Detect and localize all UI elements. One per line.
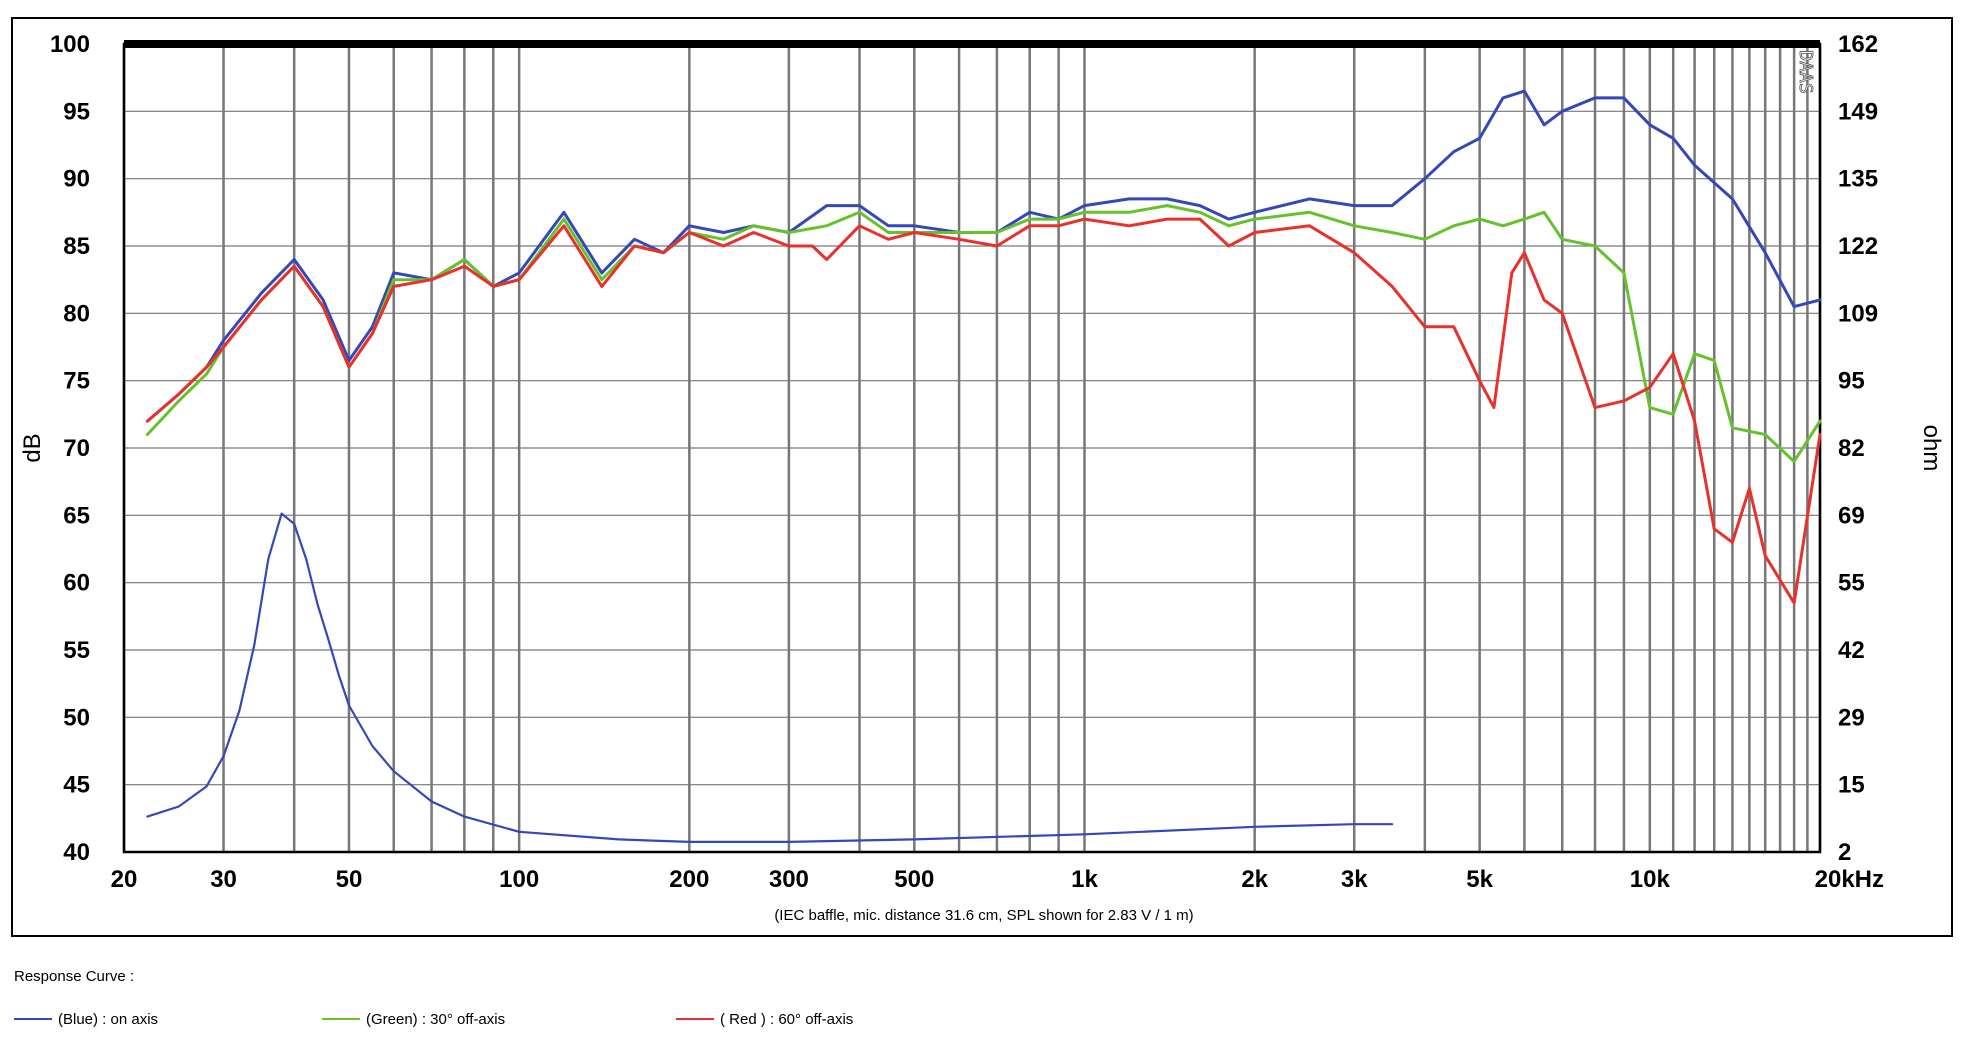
x-tick-label: 30 [210, 866, 237, 893]
y2-tick-labels: 2 15 29 42 55 69 82 95 109 122 135 149 162 [1838, 31, 1878, 866]
y-tick-label: 90 [63, 166, 90, 193]
series-30deg-line [145, 204, 1822, 463]
y2-tick-label: 162 [1838, 31, 1878, 58]
y2-tick-label: 122 [1838, 233, 1878, 260]
x-tick-label: 1k [1071, 866, 1098, 893]
y-tick-label: 55 [63, 637, 90, 664]
legend-label: ( Red ) : 60° off-axis [720, 1011, 853, 1028]
x-tick-label: 20kHz [1815, 866, 1884, 893]
y2-tick-label: 29 [1838, 704, 1865, 731]
y2-axis-label: ohm [1918, 425, 1945, 472]
y-tick-label: 95 [63, 98, 90, 125]
y2-tick-label: 69 [1838, 502, 1865, 529]
y-tick-label: 100 [50, 31, 90, 58]
y2-tick-label: 42 [1838, 637, 1865, 664]
series-layer [145, 89, 1822, 844]
legend: (Blue) : on axis (Green) : 30° off-axis ( … [14, 1011, 853, 1028]
y2-tick-label: 2 [1838, 839, 1851, 866]
measurement-note: (IEC baffle, mic. distance 31.6 cm, SPL … [774, 907, 1193, 924]
y2-tick-label: 135 [1838, 166, 1878, 193]
y-tick-label: 75 [63, 368, 90, 395]
y-tick-label: 80 [63, 300, 90, 327]
x-tick-label: 10k [1630, 866, 1671, 893]
legend-label: (Blue) : on axis [58, 1011, 158, 1028]
y-tick-label: 40 [63, 839, 90, 866]
x-tick-label: 500 [894, 866, 934, 893]
outer-frame [11, 17, 1953, 937]
series-60deg-line [145, 217, 1822, 605]
impedance-line [146, 512, 1394, 844]
legend-label: (Green) : 30° off-axis [366, 1011, 505, 1028]
x-tick-label: 50 [336, 866, 363, 893]
x-tick-label: 300 [769, 866, 809, 893]
x-tick-labels: 20 30 50 100 200 300 500 1k 2k 3k 5k 10k 20kHz [111, 866, 1884, 893]
legend-title: Response Curve : [14, 968, 134, 985]
y-axis-label: dB [19, 433, 46, 462]
y-tick-label: 85 [63, 233, 90, 260]
x-tick-label: 3k [1341, 866, 1368, 893]
watermark-logo: DAAS [1795, 50, 1816, 93]
x-tick-label: 2k [1241, 866, 1268, 893]
y-tick-label: 45 [63, 772, 90, 799]
y2-tick-label: 82 [1838, 435, 1865, 462]
x-tick-label: 20 [111, 866, 138, 893]
y-tick-label: 60 [63, 570, 90, 597]
x-tick-label: 5k [1466, 866, 1493, 893]
x-tick-label: 200 [669, 866, 709, 893]
x-tick-label: 100 [499, 866, 539, 893]
plot-border [122, 42, 1822, 854]
y2-tick-label: 109 [1838, 300, 1878, 327]
y-tick-label: 65 [63, 502, 90, 529]
y2-tick-label: 95 [1838, 368, 1865, 395]
y-tick-label: 50 [63, 704, 90, 731]
y-tick-labels: 40 45 50 55 60 65 70 75 80 85 90 95 100 [50, 31, 90, 866]
y-tick-label: 70 [63, 435, 90, 462]
y2-tick-label: 149 [1838, 98, 1878, 125]
y2-tick-label: 15 [1838, 772, 1865, 799]
y2-tick-label: 55 [1838, 570, 1865, 597]
